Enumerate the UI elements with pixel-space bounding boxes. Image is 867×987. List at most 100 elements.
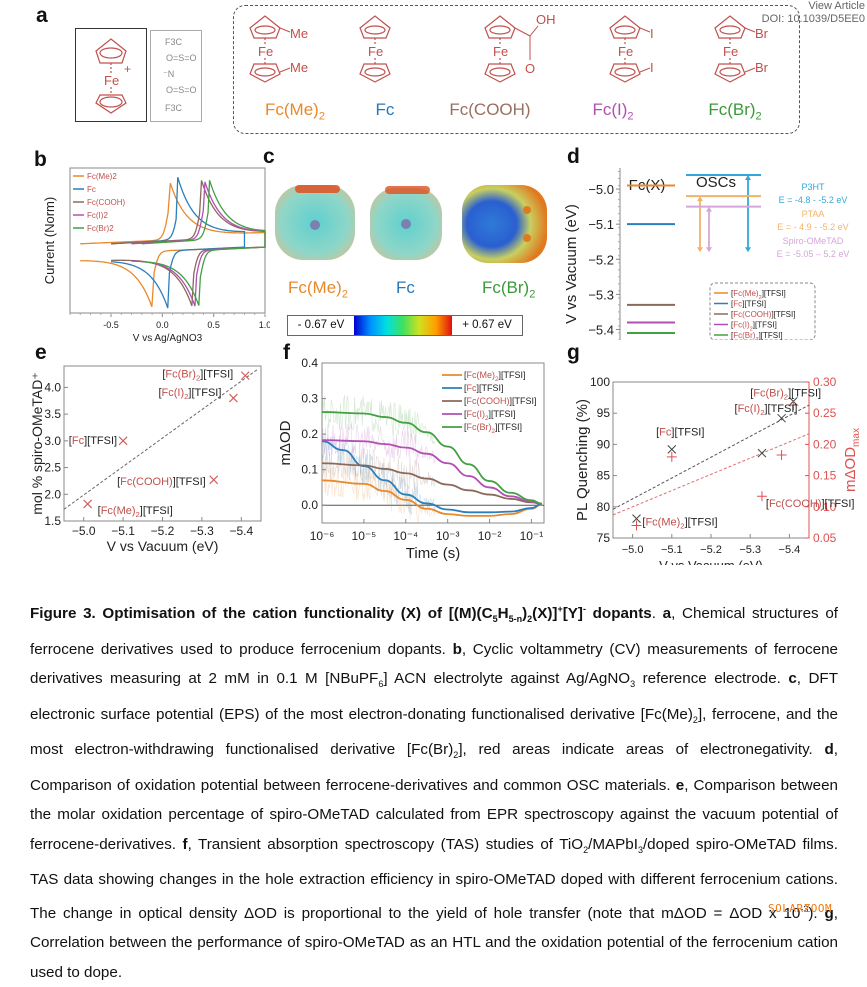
osc-range-text: E = -4.8 - -5.2 eV [779,195,848,205]
fe-symbol: Fe [618,44,633,59]
eps-surface-fc-br2 [462,185,547,263]
y-axis-label-right: mΔODmax [842,428,862,492]
x-axis-label: Time (s) [406,545,460,562]
od-data-point [776,450,787,461]
molecule-structure [714,15,746,83]
y-axis-label: mΔOD [277,420,294,465]
molecule-structure [359,15,391,83]
x-axis-label: V vs Vacuum (eV) [659,558,763,565]
raw-trace [321,447,436,494]
point-label: [Fc(Me)2][TFSI] [98,505,173,519]
osc-range-text: E = -5.05 – 5.2 eV [777,249,850,259]
watermark: SOLARZOOM [768,902,833,915]
osc-name: P3HT [801,182,825,192]
eps-label-fc-me2: Fc(Me)2 [288,278,348,301]
substituent-label: Me [290,60,308,75]
x-axis-label: V vs Ag/AgNO3 [133,333,203,344]
tick-label-right: 0.15 [813,469,837,483]
cv-chart: -0.5 0.0 0.5 1.0 V vs Ag/AgNO3 Current (Norm)… [42,167,270,344]
tick-label: −5.0 [622,544,644,556]
ferrocene-derivatives-box [233,5,800,134]
molecule-name-fc-me2: Fc(Me)2 [265,100,325,123]
pl-data-point [667,445,677,454]
tas-chart: 10⁻⁶ 10⁻⁵ 10⁻⁴ 10⁻³ 10⁻² 10⁻¹ 0.0 0.1 0.2 0.3 0.4 T… [277,356,545,562]
tick-label: 3.0 [44,434,61,448]
tick-label: −5.1 [588,217,614,232]
arrow-head [706,247,712,253]
molecule-name-fc-cooh: Fc(COOH) [449,100,531,119]
cation-charge: + [124,62,131,76]
eps-surfaces [275,185,547,263]
legend-label: [Fc(COOH)][TFSI] [464,396,537,406]
scale-max-label: + 0.67 eV [462,319,512,331]
cyclopentadienyl-ring [249,15,281,39]
molecule-name-fc-br2: Fc(Br)2 [708,100,762,123]
view-article-link[interactable]: View Article [808,0,865,12]
tick-label: 1.0 [259,320,270,330]
data-point [83,499,93,509]
group-label-oscs: OSCs [696,174,736,191]
arrow-head [697,196,703,202]
tick-label: −5.4 [229,524,253,538]
scale-min-label: - 0.67 eV [297,319,345,331]
tick-label-right: 0.05 [813,531,837,545]
cyclopentadienyl-ring [484,63,516,83]
point-label: [Fc(Br)2][TFSI] [750,387,821,401]
tick-label: 0.4 [301,356,318,370]
point-label: [Fc(COOH)][TFSI] [117,476,206,488]
fe-symbol: Fe [368,44,383,59]
point-label: [Fc(COOH)][TFSI] [766,498,855,510]
tick-label: 0.0 [156,320,169,330]
eps-colorscale: - 0.67 eV + 0.67 eV [287,315,523,336]
y-axis-label: Current (Norm) [42,197,57,284]
arrow-head [745,247,751,253]
tick-label-right: 0.30 [813,375,837,389]
substituent-label: I [650,26,654,41]
point-label: [Fc][TFSI] [656,427,704,439]
point-label: [Fc][TFSI] [69,435,117,447]
molecule-structure [609,15,641,83]
y-axis-label: mol % spiro-OMeTAD⁺ [30,372,45,514]
legend-label: [Fc(I)2][TFSI] [464,409,516,422]
substituent-label: O [525,61,535,76]
arrow-head [745,175,751,181]
eps-surface-fc-me2 [275,185,355,260]
tick-label: 0.5 [207,320,220,330]
osc-name: PTAA [802,209,825,219]
y-axis-label: PL Quenching (%) [574,399,591,521]
tick-label: 100 [590,375,610,389]
eps-surface-fc [370,186,442,260]
panel-f-label: f [283,341,290,364]
tick-label: 10⁻¹ [520,529,544,543]
data-point [209,475,219,485]
od-data-point [666,451,677,462]
legend-label: [Fc][TFSI] [731,300,766,309]
tick-label: 10⁻³ [436,529,460,543]
article-header: View Article DOI: 10.1039/D5EE0 [762,0,865,26]
pl-data-point [632,514,641,524]
x-axis-label: V vs Vacuum (eV) [107,538,219,554]
legend-label: Fc [87,185,96,194]
tick-label: −5.2 [700,544,722,556]
svg-text:F3C: F3C [165,37,183,47]
od-data-point [756,491,767,502]
panel-b-label: b [34,148,47,171]
fit-curve-2 [321,462,542,505]
substituent-label: OH [536,12,556,27]
tick-label: -0.5 [103,320,119,330]
cyclopentadienyl-ring [484,15,516,39]
arrow-head [706,206,712,212]
eps-label-fc: Fc [396,278,415,297]
tick-label: 85 [597,469,611,483]
eps-label-fc-br2: Fc(Br)2 [482,278,536,301]
data-point [240,371,250,381]
tick-label: −5.2 [151,524,175,538]
fit-curve-4 [321,411,542,505]
tick-label: 10⁻⁴ [393,529,418,543]
molecule-name-fc-i2: Fc(I)2 [592,100,634,123]
panel-e-label: e [35,341,47,364]
legend-label: [Fc][TFSI] [464,383,504,393]
panel-g-label: g [567,341,580,364]
svg-text:O=S=O: O=S=O [166,85,197,95]
fit-curve-3 [321,439,542,505]
